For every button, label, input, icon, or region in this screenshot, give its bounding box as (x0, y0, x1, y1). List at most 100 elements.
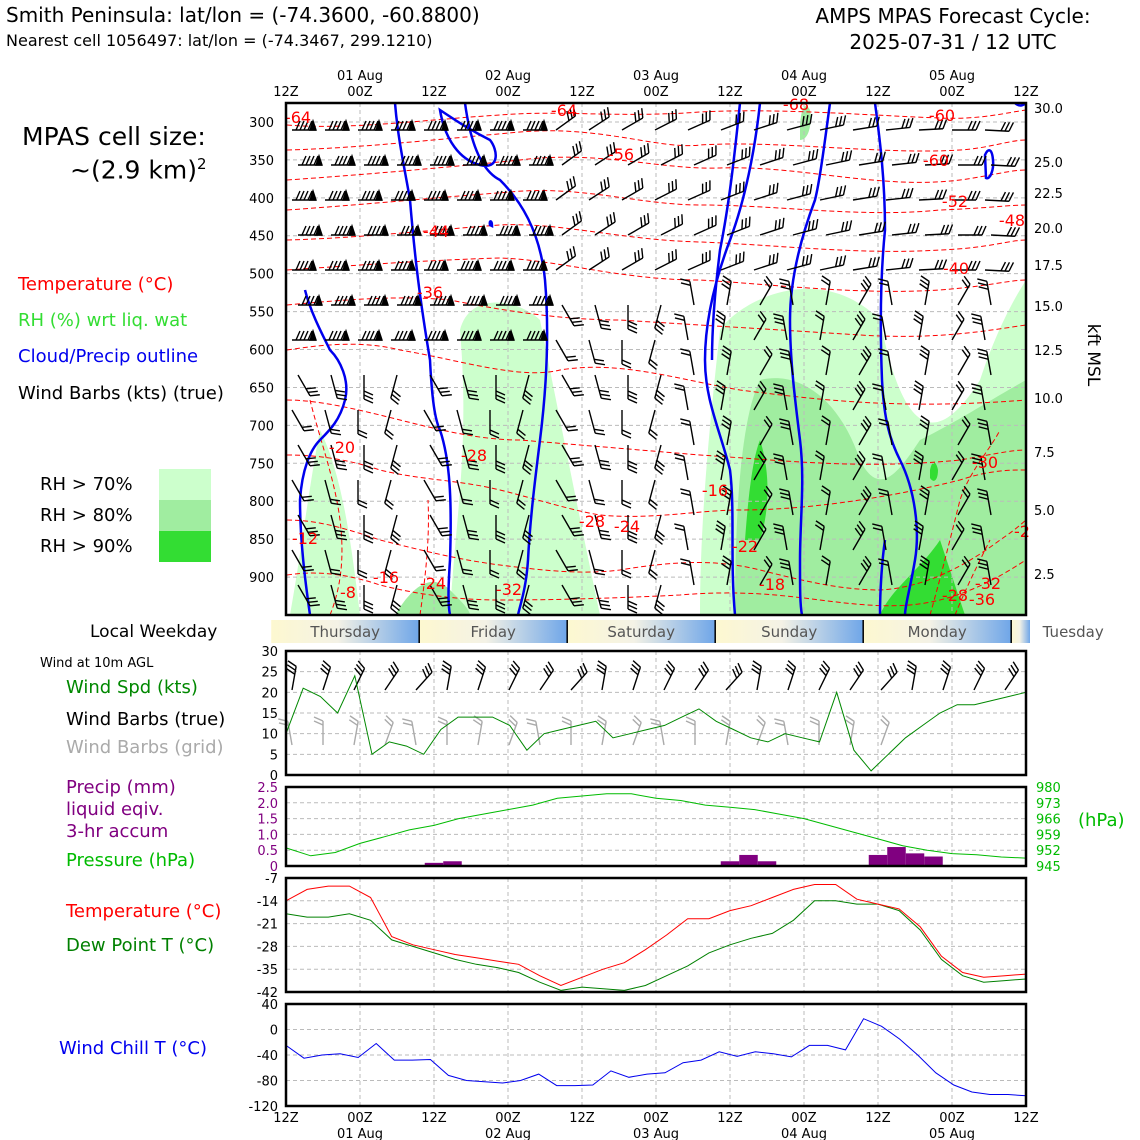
wind-barb (298, 223, 323, 236)
barb-feather (367, 155, 373, 166)
barb-feather (462, 498, 473, 502)
wind-barb (357, 550, 368, 579)
barb-feather (774, 391, 785, 395)
wind-barb (516, 549, 526, 580)
precip-bars (424, 847, 943, 866)
barb-feather (680, 352, 691, 356)
barb-feather (433, 495, 444, 499)
barb-feather (547, 661, 555, 671)
wind-barb (496, 223, 521, 236)
wind-barb (1004, 661, 1020, 691)
barb-feather (565, 565, 576, 569)
barb-feather (441, 464, 452, 467)
barb-feather (305, 597, 316, 600)
barb-feather (779, 422, 790, 426)
barb-feather (470, 155, 476, 166)
barb-feather (700, 664, 707, 674)
barb-feather (606, 146, 610, 157)
top-time-tick: 12Z (865, 85, 891, 100)
barb-pennant (441, 188, 449, 201)
barb-feather (842, 115, 847, 126)
barb-feather (532, 225, 538, 236)
barb-feather (655, 533, 664, 542)
barb-feather (545, 664, 552, 674)
top-date-label: 05 Aug (929, 69, 975, 84)
wind-barb (627, 515, 638, 544)
barb-feather (477, 660, 486, 668)
barb-feather (773, 387, 784, 391)
barb-feather (971, 527, 982, 531)
barb-feather (977, 492, 988, 496)
wind-barb (885, 117, 914, 131)
bottom-time-tick: 12Z (1013, 1111, 1039, 1126)
barb-feather (530, 120, 536, 131)
barb-feather (313, 225, 319, 236)
barb-feather (595, 572, 606, 576)
barb-feather (309, 155, 315, 166)
barb-feather (887, 668, 893, 679)
bottom-date-label: 05 Aug (929, 1127, 975, 1140)
barb-feather (977, 488, 988, 493)
barb-pennant (507, 118, 515, 131)
wind-barb (971, 523, 986, 551)
wind-barb (759, 415, 773, 446)
top-time-tick: 12Z (1013, 85, 1039, 100)
wind-barb (331, 153, 356, 166)
wind-barb (654, 249, 678, 271)
wind-barb (753, 380, 767, 411)
barb-feather (913, 384, 923, 391)
wind-barb (490, 188, 515, 201)
top-date-label: 01 Aug (337, 69, 383, 84)
barb-feather (701, 253, 704, 264)
barb-feather (759, 520, 767, 530)
barb-feather (363, 604, 374, 610)
wind-barb (523, 328, 548, 341)
barb-feather (530, 260, 536, 271)
wind-barb (858, 345, 872, 376)
wind-barb (940, 660, 952, 691)
barb-shaft (852, 388, 866, 411)
barb-feather (363, 460, 374, 466)
temperature-contour-label: -64 (551, 101, 577, 120)
barb-shaft (984, 129, 1010, 132)
wind-barb (457, 188, 482, 201)
barb-feather (715, 318, 725, 325)
barb-feather (872, 187, 876, 198)
barb-feather (495, 538, 506, 544)
barb-feather (627, 468, 638, 474)
barb-feather (305, 387, 316, 390)
wind-barb (952, 260, 981, 271)
barb-feather (530, 190, 536, 201)
barb-feather (441, 664, 451, 671)
barb-feather (468, 260, 474, 271)
wind-barb (292, 328, 317, 341)
barb-feather (566, 180, 570, 191)
barb-feather (872, 453, 883, 458)
wind-barb (663, 660, 676, 691)
wind-barb (849, 661, 865, 691)
barb-feather (526, 120, 532, 131)
barb-feather (854, 387, 862, 397)
wind-barb (462, 584, 480, 611)
barb-feather (307, 190, 313, 201)
barb-feather (464, 330, 470, 341)
barb-feather (621, 569, 632, 575)
wind-barb (919, 275, 930, 306)
wind-barb (984, 121, 1015, 132)
barb-feather (334, 295, 340, 306)
barb-feather (773, 523, 784, 528)
barb-feather (940, 224, 946, 235)
barb-feather (398, 260, 404, 271)
pressure-line (285, 793, 1027, 859)
bottom-time-tick: 12Z (865, 1111, 891, 1126)
barb-feather (600, 181, 604, 192)
barb-feather (567, 499, 578, 502)
wind-barb (588, 177, 610, 201)
barb-feather (365, 330, 371, 341)
barb-feather (582, 662, 588, 673)
barb-feather (437, 155, 443, 166)
barb-feather (435, 120, 441, 131)
